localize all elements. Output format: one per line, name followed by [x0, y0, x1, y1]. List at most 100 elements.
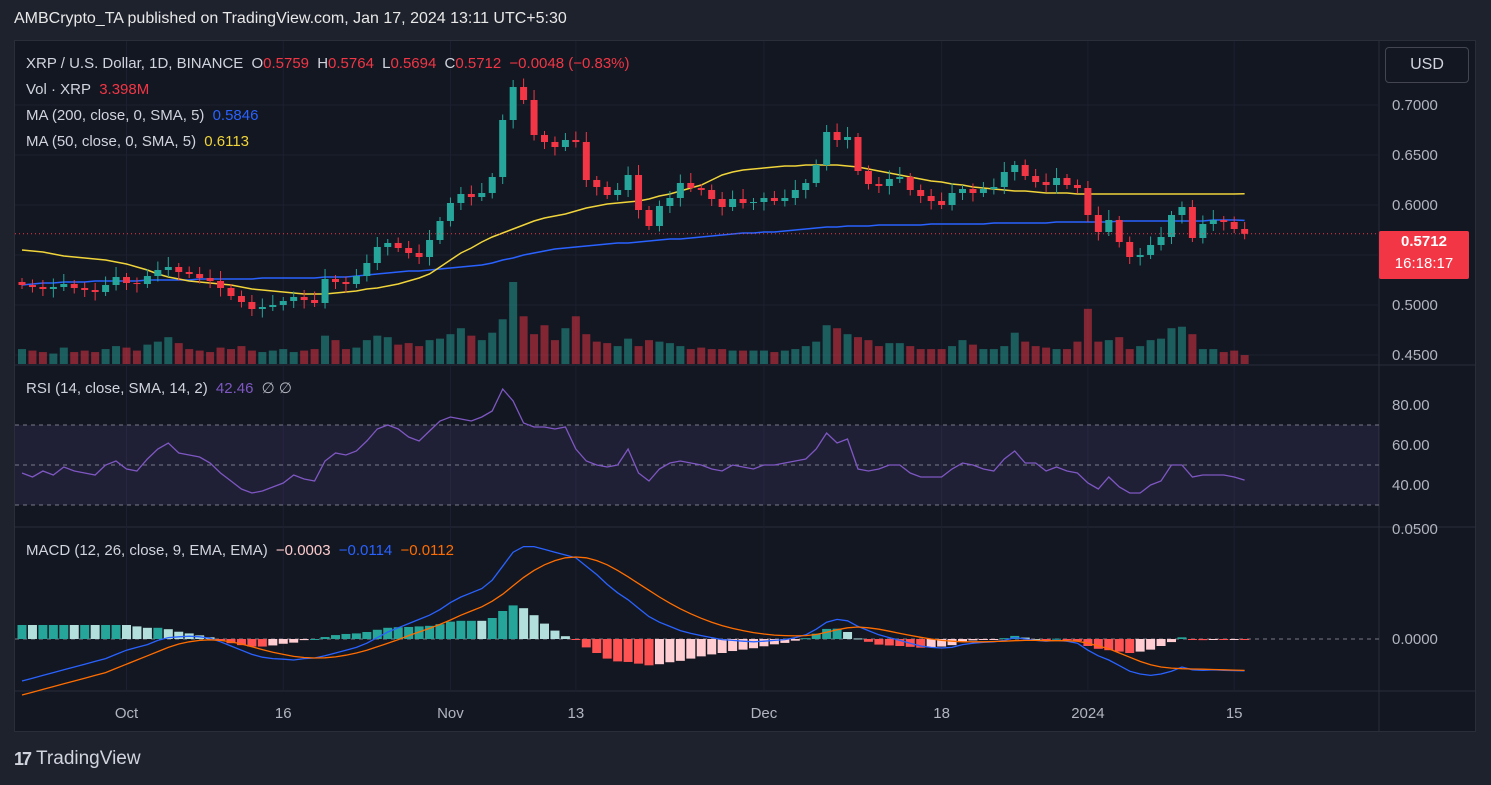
currency-button[interactable]: USD: [1385, 47, 1469, 83]
macd-histogram-bar: [101, 625, 111, 639]
candle-body: [81, 288, 89, 290]
macd-histogram-bar: [749, 639, 758, 649]
macd-histogram-bar: [257, 639, 267, 647]
rsi-tick-label: 60.00: [1392, 437, 1430, 454]
volume-bar: [394, 344, 403, 364]
volume-bar: [874, 346, 883, 364]
candle-body: [864, 171, 872, 184]
candle-body: [1241, 229, 1249, 234]
macd-histogram-bar: [832, 628, 842, 639]
macd-histogram-bar: [414, 626, 424, 639]
macd-histogram-bar: [351, 633, 361, 639]
macd-histogram-bar: [247, 639, 257, 647]
volume-bar: [91, 352, 100, 364]
macd-histogram-bar: [174, 631, 184, 639]
volume-bar: [1240, 355, 1249, 364]
candle-body: [990, 187, 998, 189]
candle-body: [1178, 207, 1186, 215]
candle-body: [467, 194, 475, 197]
macd-cut-tick-label: 0.0500: [1392, 521, 1438, 538]
candle-body: [39, 287, 47, 289]
volume-bar: [373, 335, 382, 364]
macd-histogram-bar: [728, 639, 738, 652]
candle-body: [352, 276, 360, 284]
candle-body: [708, 190, 716, 199]
candle-body: [979, 189, 987, 193]
candle-body: [384, 243, 392, 247]
candle-body: [112, 277, 120, 285]
macd-histogram-bar: [1114, 639, 1124, 652]
symbol-legend: XRP / U.S. Dollar, 1D, BINANCE O0.5759 H…: [26, 55, 634, 72]
candle-body: [917, 190, 925, 196]
macd-histogram-bar: [874, 639, 884, 645]
volume-bar: [592, 341, 601, 364]
volume-bar: [895, 343, 904, 364]
candle-body: [833, 132, 841, 140]
candle-body: [687, 183, 695, 188]
volume-bar: [279, 349, 288, 364]
candle-body: [791, 190, 799, 198]
volume-bar: [341, 349, 350, 364]
candle-body: [488, 177, 496, 193]
candle-body: [676, 183, 684, 198]
candle-body: [185, 272, 193, 274]
candle-body: [227, 288, 235, 296]
volume-bar: [519, 316, 528, 364]
volume-bar: [49, 353, 58, 364]
volume-bar: [28, 350, 37, 364]
macd-histogram-bar: [310, 639, 320, 640]
candle-body: [582, 142, 590, 180]
volume-bar: [645, 340, 653, 364]
candle-body: [1063, 178, 1071, 185]
symbol-name: XRP / U.S. Dollar, 1D, BINANCE: [26, 55, 244, 72]
rsi-tick-label: 40.00: [1392, 477, 1430, 494]
volume-bar: [979, 349, 988, 364]
time-tick-label: Oct: [115, 705, 139, 722]
price-tick-label: 0.7000: [1392, 97, 1438, 114]
candle-body: [133, 283, 141, 284]
candle-body: [1011, 165, 1019, 172]
candle-body: [1000, 172, 1008, 187]
candle-body: [906, 177, 914, 190]
macd-histogram-bar: [477, 620, 487, 639]
candle-body: [258, 307, 266, 309]
volume-bar: [227, 349, 235, 364]
macd-histogram-bar: [132, 626, 142, 639]
volume-bar: [906, 346, 915, 364]
volume-bar: [718, 349, 727, 364]
macd-histogram-bar: [592, 639, 602, 653]
macd-histogram-bar: [790, 639, 800, 641]
volume-bar: [1063, 349, 1071, 364]
volume-bar: [362, 340, 371, 364]
volume-bar: [561, 328, 570, 364]
volume-bar: [404, 343, 413, 364]
macd-histogram-bar: [1125, 639, 1135, 653]
volume-bar: [268, 350, 277, 364]
macd-histogram-bar: [947, 639, 957, 646]
time-tick-label: 15: [1226, 705, 1243, 722]
volume-bar: [122, 347, 131, 364]
macd-signal-value: −0.0112: [400, 542, 454, 559]
candle-body: [885, 179, 893, 186]
ma50-label: MA (50, close, 0, SMA, 5): [26, 133, 197, 150]
macd-histogram-bar: [268, 639, 278, 646]
time-tick-label: 16: [275, 705, 292, 722]
candle-body: [959, 189, 966, 193]
macd-histogram-bar: [978, 639, 988, 640]
candle-body: [18, 282, 26, 285]
candle-body: [91, 290, 99, 292]
macd-histogram-bar: [780, 639, 790, 643]
volume-bar: [195, 350, 204, 364]
open-label: O: [251, 55, 264, 72]
brand-name: TradingView: [36, 748, 141, 769]
candle-body: [614, 190, 622, 195]
macd-histogram-bar: [216, 639, 226, 641]
macd-histogram-bar: [1208, 639, 1218, 640]
volume-bar: [1146, 340, 1155, 364]
candle-body: [1094, 215, 1102, 232]
candle-body: [1126, 242, 1134, 257]
candle-body: [478, 193, 486, 197]
macd-histogram-bar: [1146, 639, 1156, 650]
tradingview-brand[interactable]: 17 TradingView: [14, 748, 141, 770]
